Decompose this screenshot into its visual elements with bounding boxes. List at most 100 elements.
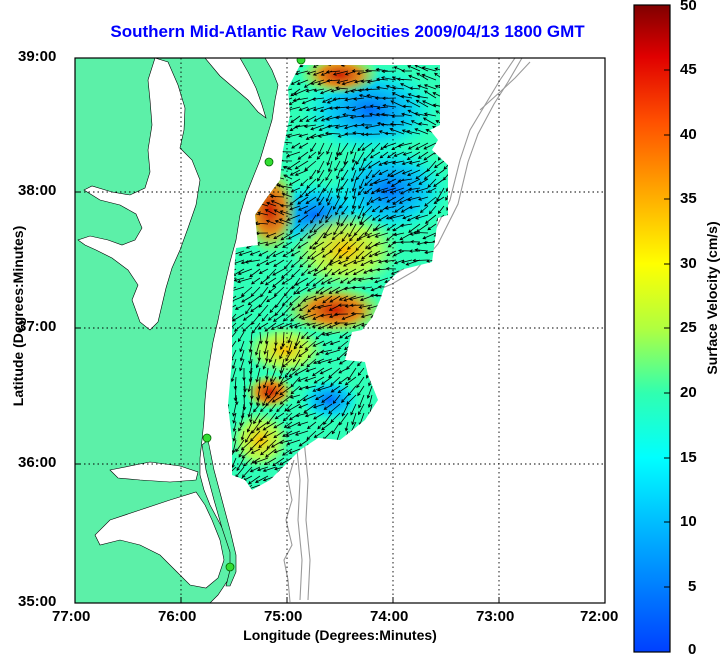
velocity-arrow xyxy=(416,72,429,81)
velocity-arrow xyxy=(428,205,437,215)
velocity-arrow xyxy=(269,304,277,314)
velocity-arrow xyxy=(341,232,349,243)
velocity-arrow xyxy=(337,340,349,350)
velocity-arrow xyxy=(266,439,277,450)
velocity-arrow xyxy=(283,421,293,428)
velocity-arrow xyxy=(244,259,261,264)
velocity-arrow xyxy=(376,267,389,272)
velocity-arrow xyxy=(401,160,413,166)
velocity-arrow xyxy=(286,439,301,446)
velocity-arrow xyxy=(317,160,325,174)
velocity-arrow xyxy=(264,385,269,397)
velocity-arrow xyxy=(300,358,309,367)
velocity-arrow xyxy=(256,421,269,431)
velocity-arrow xyxy=(248,349,253,365)
velocity-arrow xyxy=(373,178,389,185)
velocity-arrow xyxy=(266,295,277,303)
velocity-arrow xyxy=(401,69,413,73)
velocity-arrow xyxy=(419,205,429,214)
velocity-arrow xyxy=(334,106,349,110)
velocity-arrow xyxy=(317,358,333,365)
radar-station-marker xyxy=(202,433,212,443)
velocity-arrow xyxy=(299,250,309,260)
velocity-arrow xyxy=(306,70,317,75)
pamlico-sound xyxy=(94,491,225,589)
velocity-arrow xyxy=(307,349,317,359)
velocity-arrow xyxy=(299,232,309,242)
velocity-arrow xyxy=(422,232,437,240)
albemarle-sound xyxy=(109,461,199,483)
velocity-arrow xyxy=(305,187,317,197)
velocity-arrow xyxy=(329,295,341,303)
velocity-arrow xyxy=(392,196,405,205)
velocity-arrow xyxy=(310,79,325,85)
velocity-arrow xyxy=(293,286,301,295)
velocity-arrow xyxy=(351,151,357,164)
velocity-arrow xyxy=(290,115,301,123)
velocity-arrow xyxy=(332,97,349,101)
velocity-arrow xyxy=(293,349,301,363)
velocity-arrow xyxy=(381,96,397,101)
velocity-arrow xyxy=(421,66,437,72)
x-tick-label: 73:00 xyxy=(476,608,515,625)
chesapeake-bay xyxy=(77,58,201,331)
velocity-arrow xyxy=(320,376,333,385)
velocity-arrow xyxy=(232,403,237,417)
velocity-arrow xyxy=(423,84,437,90)
velocity-arrow xyxy=(297,196,309,205)
velocity-arrow xyxy=(436,187,445,202)
axis-ticks xyxy=(75,191,500,603)
velocity-arrow xyxy=(417,151,429,159)
velocity-arrow xyxy=(299,304,309,312)
velocity-arrow xyxy=(323,403,333,410)
velocity-arrow xyxy=(298,142,309,149)
velocity-arrow xyxy=(362,205,373,216)
velocity-arrow xyxy=(337,259,349,265)
velocity-arrow xyxy=(399,223,413,228)
velocity-arrow xyxy=(344,268,357,276)
colorbar-tick-label: 5 xyxy=(688,578,697,595)
velocity-arrow xyxy=(301,331,309,340)
velocity-arrow xyxy=(239,412,245,427)
velocity-arrow xyxy=(241,295,253,303)
velocity-arrow xyxy=(262,358,269,370)
x-tick-label: 77:00 xyxy=(52,608,91,625)
velocity-arrow xyxy=(303,403,317,414)
velocity-arrow xyxy=(409,232,421,236)
velocity-arrow xyxy=(313,412,325,420)
velocity-arrow xyxy=(379,205,389,213)
velocity-arrow xyxy=(318,142,325,156)
velocity-arrow xyxy=(249,268,261,278)
velocity-arrow xyxy=(260,286,269,298)
velocity-arrow xyxy=(383,160,397,165)
velocity-arrow xyxy=(325,205,333,220)
velocity-arrow xyxy=(301,268,309,277)
velocity-arrow xyxy=(309,223,317,234)
velocity-arrow xyxy=(381,76,397,81)
velocity-arrow xyxy=(306,421,317,430)
velocity-arrow xyxy=(282,241,293,248)
velocity-arrow xyxy=(361,250,373,260)
velocity-arrow xyxy=(266,201,277,207)
velocity-arrow xyxy=(408,160,421,165)
velocity-arrow xyxy=(367,394,373,409)
velocity-arrow xyxy=(396,77,413,82)
velocity-arrow xyxy=(291,304,301,311)
velocity-arrow xyxy=(272,250,285,257)
velocity-arrow xyxy=(238,250,253,256)
velocity-arrow xyxy=(351,106,365,112)
velocity-arrow xyxy=(239,340,245,353)
velocity-arrow xyxy=(283,286,293,297)
velocity-arrow xyxy=(363,187,373,195)
velocity-arrow xyxy=(393,151,405,157)
velocity-arrow xyxy=(357,205,365,220)
velocity-arrow xyxy=(407,169,421,177)
velocity-arrow xyxy=(400,120,413,126)
velocity-arrow xyxy=(276,403,285,413)
velocity-arrow xyxy=(321,97,333,103)
velocity-arrow xyxy=(303,205,317,214)
velocity-arrow xyxy=(292,358,301,372)
velocity-arrow xyxy=(344,97,357,102)
velocity-arrow xyxy=(380,122,397,127)
velocity-arrow xyxy=(327,358,341,364)
